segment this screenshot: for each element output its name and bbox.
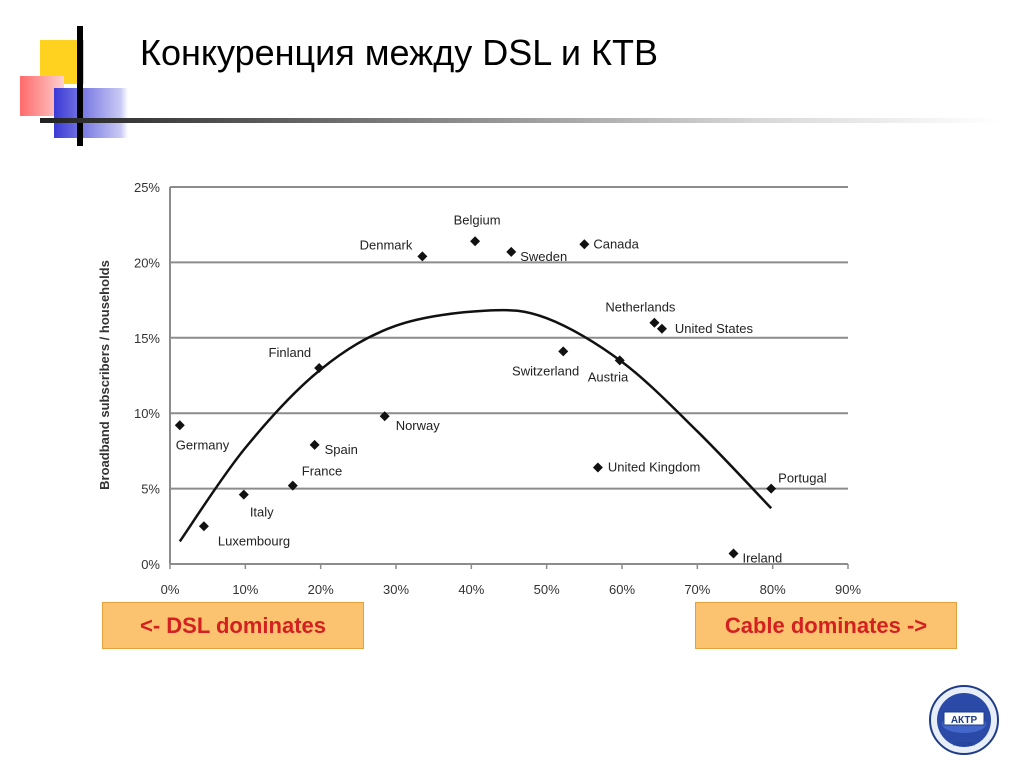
data-point [558, 346, 569, 357]
point-label: Germany [176, 437, 230, 452]
point-label: Netherlands [605, 300, 676, 315]
x-tick-label: 20% [308, 582, 334, 597]
trendline [178, 308, 773, 543]
data-point [238, 489, 249, 500]
point-label: Belgium [454, 212, 501, 227]
dsl-dominates-box: <- DSL dominates [102, 602, 364, 649]
point-label: Canada [593, 236, 639, 251]
deco-horizontal-rule [40, 118, 1000, 123]
x-tick-label: 80% [760, 582, 786, 597]
x-tick-label: 10% [232, 582, 258, 597]
y-tick-label: 10% [134, 406, 160, 421]
chart-axes: 0% 5% 10% 15% 20% 25% 0% 10% 20% 30% 40% 50% 60% 70% 8… [134, 180, 861, 597]
point-label: France [302, 464, 342, 479]
data-point [614, 355, 625, 366]
point-label: Spain [325, 442, 358, 457]
point-label: Finland [269, 345, 312, 360]
data-point [649, 317, 660, 328]
data-points: Germany Luxembourg Italy France Spain Finland… [174, 212, 827, 565]
data-point [198, 521, 209, 532]
data-point [287, 480, 298, 491]
cable-dominates-box: Cable dominates -> [695, 602, 957, 649]
logo-text: АКТР [951, 715, 978, 726]
point-label: Austria [588, 369, 629, 384]
y-tick-label: 25% [134, 180, 160, 195]
point-label: Switzerland [512, 363, 579, 378]
point-label: Luxembourg [218, 533, 290, 548]
x-tick-label: 70% [684, 582, 710, 597]
data-point [592, 462, 603, 473]
y-axis-label: Broadband subscribers / households [97, 260, 112, 490]
data-point [417, 251, 428, 262]
x-tick-label: 60% [609, 582, 635, 597]
point-label: Norway [396, 418, 441, 433]
point-label: Ireland [742, 550, 782, 565]
data-point [728, 548, 739, 559]
x-tick-label: 30% [383, 582, 409, 597]
trendline-curve [178, 308, 773, 543]
y-tick-label: 5% [141, 482, 160, 497]
data-point [309, 439, 320, 450]
y-tick-label: 15% [134, 331, 160, 346]
x-tick-label: 40% [458, 582, 484, 597]
data-point [766, 483, 777, 494]
data-point [506, 246, 517, 257]
logo-subtext: РОССИИ [953, 742, 975, 748]
data-point [470, 236, 481, 247]
slide-title: Конкуренция между DSL и КТВ [140, 32, 659, 73]
point-label: United States [675, 321, 754, 336]
data-point [314, 362, 325, 373]
data-point [579, 239, 590, 250]
deco-blue-square [54, 88, 128, 138]
point-label: Sweden [520, 249, 567, 264]
chart-grid [170, 186, 848, 565]
data-point [656, 323, 667, 334]
point-label: United Kingdom [608, 459, 701, 474]
point-label: Portugal [778, 471, 827, 486]
data-point [379, 411, 390, 422]
y-tick-label: 0% [141, 557, 160, 572]
data-point [174, 420, 185, 431]
point-label: Italy [250, 505, 274, 520]
aktr-logo-icon: АКТР РОССИИ [929, 685, 999, 755]
point-label: Denmark [360, 237, 413, 252]
x-tick-label: 0% [161, 582, 180, 597]
deco-vertical-bar [77, 26, 83, 146]
y-tick-label: 20% [134, 255, 160, 270]
x-tick-label: 90% [835, 582, 861, 597]
x-tick-label: 50% [534, 582, 560, 597]
